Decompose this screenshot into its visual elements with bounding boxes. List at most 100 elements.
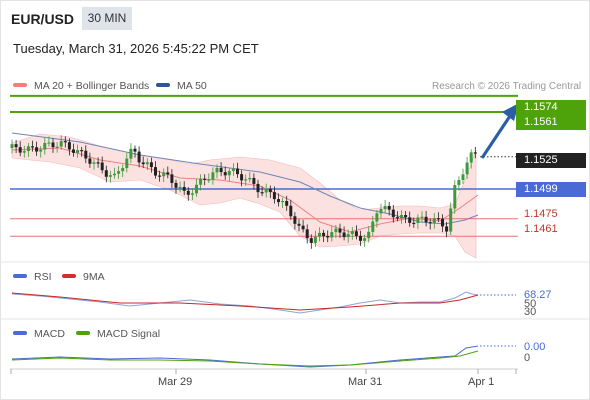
- candle-body: [367, 231, 371, 239]
- candle-body: [55, 146, 59, 148]
- candle-body: [80, 150, 84, 152]
- candle-body: [203, 178, 207, 180]
- level-tag-1561: 1.1561: [516, 115, 586, 130]
- candle-body: [154, 167, 157, 176]
- legend-macd-signal-label: MACD Signal: [97, 328, 161, 340]
- candle-body: [125, 158, 129, 169]
- candle-body: [240, 174, 244, 181]
- legend-ma50-label: MA 50: [177, 80, 207, 92]
- candle-body: [293, 216, 297, 224]
- legend-bollinger-swatch: [13, 83, 27, 88]
- candle-body: [342, 232, 346, 238]
- candle-body: [387, 205, 391, 210]
- candle-body: [141, 162, 145, 165]
- candle-body: [322, 232, 326, 237]
- candle-body: [92, 162, 96, 164]
- candle-body: [145, 162, 149, 165]
- candle-body: [88, 158, 92, 164]
- candle-body: [449, 208, 453, 232]
- candle-body: [281, 200, 285, 203]
- candle-body: [359, 235, 362, 241]
- level-label-1461: 1.1461: [524, 223, 558, 235]
- candle-body: [10, 144, 14, 148]
- candle-body: [174, 182, 178, 188]
- candle-body: [395, 217, 399, 219]
- candle-body: [59, 141, 63, 147]
- candle-body: [305, 229, 309, 239]
- x-tick-mar29: Mar 29: [158, 376, 193, 388]
- candle-body: [350, 231, 354, 235]
- candle-body: [227, 170, 231, 176]
- candle-body: [248, 177, 252, 180]
- candle-body: [391, 209, 395, 218]
- candle-body: [469, 152, 473, 163]
- legend-9ma-label: 9MA: [83, 271, 105, 283]
- candle-body: [285, 200, 289, 206]
- candle-body: [313, 236, 317, 243]
- legend-macd-label: MACD: [34, 328, 65, 340]
- candle-body: [428, 222, 432, 224]
- candle-body: [96, 162, 100, 164]
- candle-body: [149, 162, 153, 168]
- candle-body: [43, 143, 47, 150]
- candle-body: [190, 193, 194, 195]
- candle-body: [47, 142, 51, 144]
- candle-body: [14, 144, 18, 148]
- candle-body: [51, 142, 55, 148]
- candle-body: [84, 150, 88, 159]
- candle-body: [272, 192, 276, 200]
- candle-body: [400, 214, 403, 219]
- x-tick-mar31: Mar 31: [348, 376, 383, 388]
- candle-body: [416, 217, 420, 223]
- candle-body: [195, 184, 198, 194]
- candle-body: [330, 232, 334, 238]
- candle-body: [309, 238, 313, 243]
- candle-body: [39, 149, 43, 152]
- rsi-9ma-line: [11, 292, 479, 311]
- candle-body: [289, 205, 293, 217]
- candle-body: [100, 162, 104, 171]
- legend-bollinger: MA 20 + Bollinger Bands: [13, 80, 149, 92]
- candle-body: [453, 185, 457, 209]
- candle-body: [383, 205, 387, 210]
- timestamp: Tuesday, March 31, 2026 5:45:22 PM CET: [13, 41, 259, 56]
- candle-body: [158, 175, 162, 177]
- candle-body: [375, 213, 379, 222]
- legend-bollinger-label: MA 20 + Bollinger Bands: [34, 80, 150, 92]
- candle-body: [199, 178, 203, 185]
- candle-body: [76, 150, 80, 153]
- candle-body: [137, 151, 141, 163]
- macd-line: [11, 345, 479, 368]
- candle-body: [408, 217, 412, 223]
- legend-macd-swatch: [13, 331, 27, 336]
- candle-body: [178, 186, 182, 189]
- rsi-tick-50: 50: [524, 298, 537, 310]
- candle-body: [297, 223, 301, 226]
- projection-arrow: [480, 115, 512, 159]
- candle-body: [346, 234, 350, 238]
- timeframe-badge[interactable]: 30 MIN: [82, 7, 132, 30]
- legend-ma50-swatch: [156, 83, 170, 88]
- candle-body: [63, 141, 67, 143]
- candle-body: [215, 167, 219, 173]
- candle-body: [35, 147, 39, 152]
- candle-body: [72, 149, 75, 153]
- candle-body: [461, 174, 465, 181]
- candle-body: [441, 218, 444, 227]
- legend-rsi-label: RSI: [34, 271, 52, 283]
- level-tag-1574: 1.1574: [516, 100, 586, 115]
- candle-body: [432, 218, 436, 224]
- candle-body: [420, 216, 424, 218]
- rsi-tick-30: 30: [524, 306, 537, 318]
- candle-body: [223, 172, 227, 176]
- macd-signal-line: [11, 350, 479, 367]
- candle-body: [166, 172, 170, 175]
- level-label-1475: 1.1475: [524, 208, 558, 220]
- macd-value-label: 0.00: [524, 341, 546, 353]
- candle-body: [133, 148, 137, 152]
- candle-body: [326, 236, 330, 238]
- symbol-title[interactable]: EUR/USD: [11, 11, 75, 27]
- candle-body: [473, 152, 477, 154]
- candle-body: [26, 146, 30, 152]
